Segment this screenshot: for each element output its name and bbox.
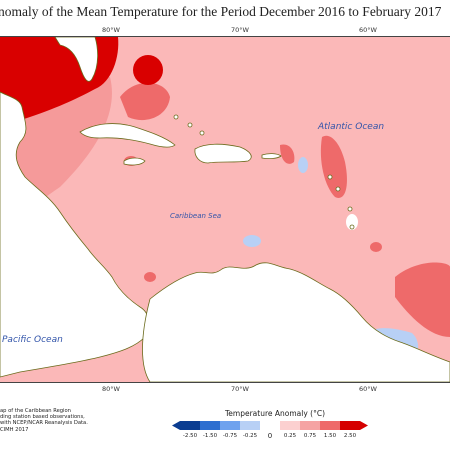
legend-tick-4: -0.25 — [242, 433, 258, 439]
neutral-patch — [346, 214, 358, 230]
legend-swatch-9 — [340, 421, 360, 430]
island-2 — [187, 122, 193, 128]
cool-patch-venezuela — [243, 235, 261, 247]
legend-colorbar — [172, 421, 368, 430]
map-title: nomaly of the Mean Temperature for the P… — [0, 4, 442, 19]
land-florida — [54, 37, 99, 82]
label-pacific-ocean: Pacific Ocean — [2, 335, 63, 345]
island-5 — [335, 186, 341, 192]
island-6 — [347, 206, 353, 212]
island-1 — [173, 114, 179, 120]
legend-swatch-3 — [220, 421, 240, 430]
legend-arrow-right — [360, 421, 368, 430]
warm-patch-east — [395, 262, 450, 337]
map-canvas: Atlantic Ocean Caribbean Sea Pacific Oce… — [0, 37, 450, 382]
credit-line-1: ap of the Caribbean Region — [0, 408, 71, 414]
lon-label-70w-bottom: 70°W — [231, 385, 249, 393]
legend-swatch-1 — [180, 421, 200, 430]
lon-label-60w-bottom: 60°W — [359, 385, 377, 393]
legend-tick-3: -0.75 — [222, 433, 238, 439]
island-4 — [327, 174, 333, 180]
legend-tick-5: 0 — [267, 432, 273, 440]
warm-patch-central — [370, 242, 382, 252]
island-3 — [199, 130, 205, 136]
land-jamaica — [123, 157, 146, 166]
label-atlantic-ocean: Atlantic Ocean — [317, 122, 384, 132]
warm-patch-antilles — [320, 135, 347, 198]
legend-swatch-2 — [200, 421, 220, 430]
lon-label-70w-top: 70°W — [231, 26, 249, 34]
warm-patch-venezuela-coast — [144, 272, 156, 282]
legend-arrow-left — [172, 421, 180, 430]
warm-patch-florida-strait — [120, 82, 170, 121]
legend-tick-7: 0.75 — [303, 433, 317, 439]
legend-tick-1: -2.50 — [182, 433, 198, 439]
land-puerto-rico — [261, 153, 282, 159]
legend-title: Temperature Anomaly (°C) — [224, 409, 325, 418]
temperature-anomaly-map: Atlantic Ocean Caribbean Sea Pacific Oce… — [0, 36, 450, 383]
credit-line-3: with NCEP/NCAR Reanalysis Data. — [0, 420, 88, 427]
legend-swatch-6 — [280, 421, 300, 430]
credit-line-2: ding station based observations, — [0, 414, 85, 421]
legend-swatch-7 — [300, 421, 320, 430]
legend-swatch-8 — [320, 421, 340, 430]
legend-tick-2: -1.50 — [202, 433, 218, 439]
credit-line-4: CIMH 2017 — [0, 426, 29, 433]
hot-patch-bahamas — [133, 55, 163, 85]
lon-label-80w-bottom: 80°W — [102, 385, 120, 393]
cool-patch-islands — [298, 157, 308, 173]
land-cuba — [79, 123, 176, 148]
land-south-america — [142, 262, 450, 382]
land-hispaniola — [194, 143, 252, 164]
lon-label-60w-top: 60°W — [359, 26, 377, 34]
label-caribbean-sea: Caribbean Sea — [170, 212, 221, 220]
legend-tick-6: 0.25 — [283, 433, 297, 439]
legend-swatch-5 — [260, 421, 280, 430]
island-7 — [349, 224, 355, 230]
warm-patch-small — [280, 144, 295, 164]
land-central-america — [0, 91, 150, 378]
legend-tick-8: 1.50 — [323, 433, 337, 439]
lon-label-80w-top: 80°W — [102, 26, 120, 34]
legend-tick-9: 2.50 — [343, 433, 357, 439]
credit-text: ap of the Caribbean Region ding station … — [0, 408, 110, 433]
legend-swatch-4 — [240, 421, 260, 430]
